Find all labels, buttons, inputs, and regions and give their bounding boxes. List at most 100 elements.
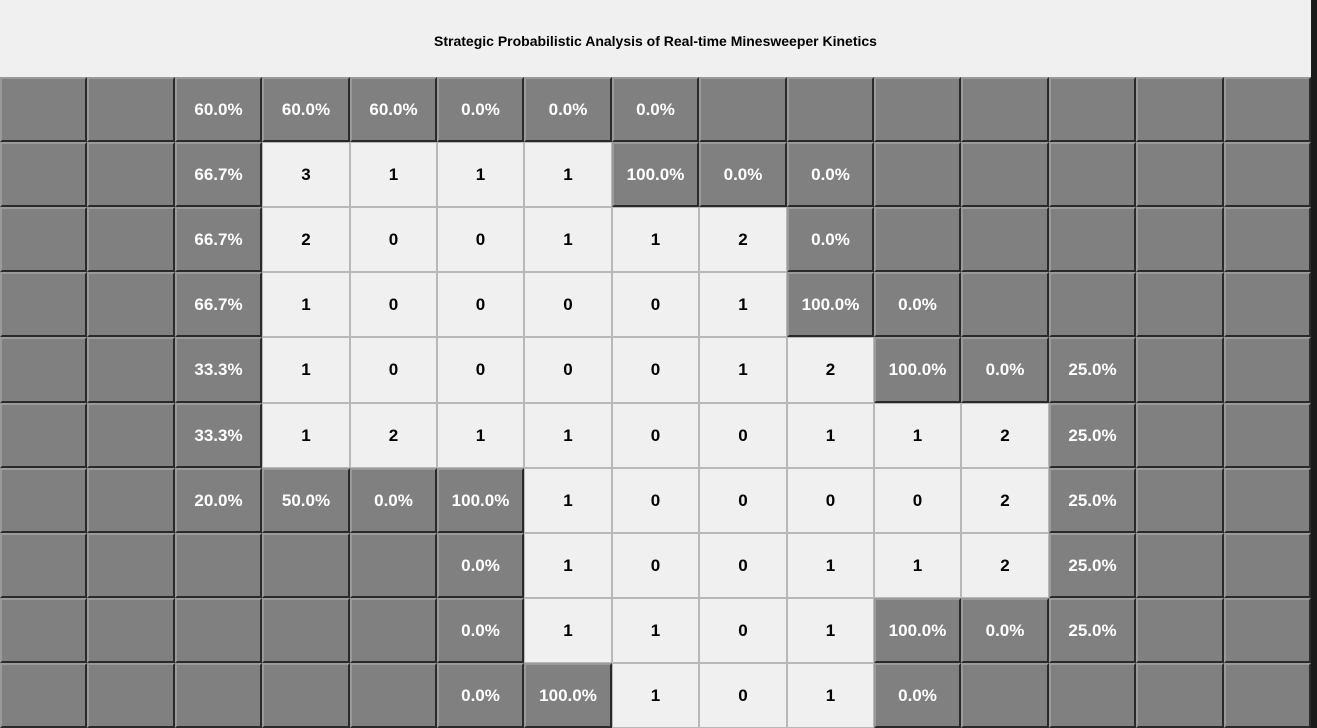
covered-cell[interactable]	[1136, 337, 1224, 403]
covered-cell[interactable]	[1136, 207, 1224, 272]
covered-cell[interactable]	[1224, 272, 1311, 337]
covered-cell[interactable]	[0, 468, 87, 533]
covered-cell[interactable]: 60.0%	[262, 77, 350, 142]
covered-cell[interactable]	[1224, 77, 1311, 142]
covered-cell[interactable]	[87, 142, 175, 207]
covered-cell[interactable]	[1049, 77, 1136, 142]
covered-cell[interactable]: 25.0%	[1049, 337, 1136, 403]
covered-cell[interactable]	[87, 468, 175, 533]
covered-cell[interactable]: 50.0%	[262, 468, 350, 533]
covered-cell[interactable]	[0, 533, 87, 598]
covered-cell[interactable]: 0.0%	[874, 272, 961, 337]
covered-cell[interactable]: 20.0%	[175, 468, 262, 533]
covered-cell[interactable]	[874, 77, 961, 142]
covered-cell[interactable]: 25.0%	[1049, 403, 1136, 468]
covered-cell[interactable]	[350, 533, 437, 598]
covered-cell[interactable]: 0.0%	[524, 77, 612, 142]
covered-cell[interactable]	[87, 337, 175, 403]
covered-cell[interactable]: 100.0%	[874, 598, 961, 663]
covered-cell[interactable]	[874, 142, 961, 207]
covered-cell[interactable]	[87, 533, 175, 598]
covered-cell[interactable]: 60.0%	[350, 77, 437, 142]
covered-cell[interactable]	[1049, 272, 1136, 337]
covered-cell[interactable]: 100.0%	[874, 337, 961, 403]
covered-cell[interactable]	[350, 663, 437, 728]
covered-cell[interactable]	[87, 403, 175, 468]
covered-cell[interactable]	[262, 663, 350, 728]
covered-cell[interactable]	[262, 598, 350, 663]
revealed-cell: 1	[437, 403, 524, 468]
covered-cell[interactable]: 60.0%	[175, 77, 262, 142]
covered-cell[interactable]: 0.0%	[787, 207, 874, 272]
covered-cell[interactable]	[1224, 663, 1311, 728]
covered-cell[interactable]	[699, 77, 787, 142]
covered-cell[interactable]: 100.0%	[524, 663, 612, 728]
covered-cell[interactable]: 0.0%	[350, 468, 437, 533]
covered-cell[interactable]	[961, 77, 1049, 142]
covered-cell[interactable]	[1136, 272, 1224, 337]
covered-cell[interactable]: 0.0%	[961, 598, 1049, 663]
covered-cell[interactable]: 0.0%	[961, 337, 1049, 403]
covered-cell[interactable]: 25.0%	[1049, 533, 1136, 598]
covered-cell[interactable]: 66.7%	[175, 272, 262, 337]
covered-cell[interactable]	[1136, 77, 1224, 142]
covered-cell[interactable]	[0, 77, 87, 142]
covered-cell[interactable]	[961, 142, 1049, 207]
covered-cell[interactable]: 66.7%	[175, 142, 262, 207]
covered-cell[interactable]: 100.0%	[787, 272, 874, 337]
covered-cell[interactable]	[87, 272, 175, 337]
covered-cell[interactable]	[1136, 533, 1224, 598]
covered-cell[interactable]: 33.3%	[175, 337, 262, 403]
covered-cell[interactable]: 0.0%	[787, 142, 874, 207]
covered-cell[interactable]: 0.0%	[437, 77, 524, 142]
covered-cell[interactable]	[87, 598, 175, 663]
covered-cell[interactable]	[1224, 403, 1311, 468]
covered-cell[interactable]	[87, 663, 175, 728]
covered-cell[interactable]	[1136, 663, 1224, 728]
covered-cell[interactable]	[1224, 533, 1311, 598]
covered-cell[interactable]	[0, 337, 87, 403]
covered-cell[interactable]	[0, 598, 87, 663]
covered-cell[interactable]	[1049, 207, 1136, 272]
covered-cell[interactable]: 25.0%	[1049, 468, 1136, 533]
covered-cell[interactable]: 33.3%	[175, 403, 262, 468]
covered-cell[interactable]	[175, 663, 262, 728]
covered-cell[interactable]: 66.7%	[175, 207, 262, 272]
covered-cell[interactable]	[262, 533, 350, 598]
covered-cell[interactable]	[787, 77, 874, 142]
covered-cell[interactable]	[0, 272, 87, 337]
covered-cell[interactable]	[0, 207, 87, 272]
covered-cell[interactable]	[1224, 598, 1311, 663]
covered-cell[interactable]	[961, 663, 1049, 728]
covered-cell[interactable]	[87, 77, 175, 142]
covered-cell[interactable]	[1224, 142, 1311, 207]
covered-cell[interactable]: 0.0%	[437, 533, 524, 598]
covered-cell[interactable]	[175, 533, 262, 598]
covered-cell[interactable]	[0, 663, 87, 728]
covered-cell[interactable]	[1136, 142, 1224, 207]
covered-cell[interactable]: 0.0%	[437, 598, 524, 663]
covered-cell[interactable]	[1049, 142, 1136, 207]
covered-cell[interactable]	[1224, 337, 1311, 403]
covered-cell[interactable]: 25.0%	[1049, 598, 1136, 663]
covered-cell[interactable]	[1224, 207, 1311, 272]
covered-cell[interactable]	[175, 598, 262, 663]
covered-cell[interactable]: 0.0%	[874, 663, 961, 728]
covered-cell[interactable]	[0, 142, 87, 207]
covered-cell[interactable]	[874, 207, 961, 272]
covered-cell[interactable]: 100.0%	[612, 142, 699, 207]
covered-cell[interactable]: 0.0%	[612, 77, 699, 142]
covered-cell[interactable]: 0.0%	[699, 142, 787, 207]
covered-cell[interactable]	[961, 272, 1049, 337]
covered-cell[interactable]	[350, 598, 437, 663]
covered-cell[interactable]	[1224, 468, 1311, 533]
covered-cell[interactable]	[1049, 663, 1136, 728]
covered-cell[interactable]	[1136, 598, 1224, 663]
covered-cell[interactable]: 100.0%	[437, 468, 524, 533]
covered-cell[interactable]	[1136, 403, 1224, 468]
covered-cell[interactable]	[87, 207, 175, 272]
covered-cell[interactable]	[961, 207, 1049, 272]
covered-cell[interactable]	[0, 403, 87, 468]
covered-cell[interactable]	[1136, 468, 1224, 533]
covered-cell[interactable]: 0.0%	[437, 663, 524, 728]
